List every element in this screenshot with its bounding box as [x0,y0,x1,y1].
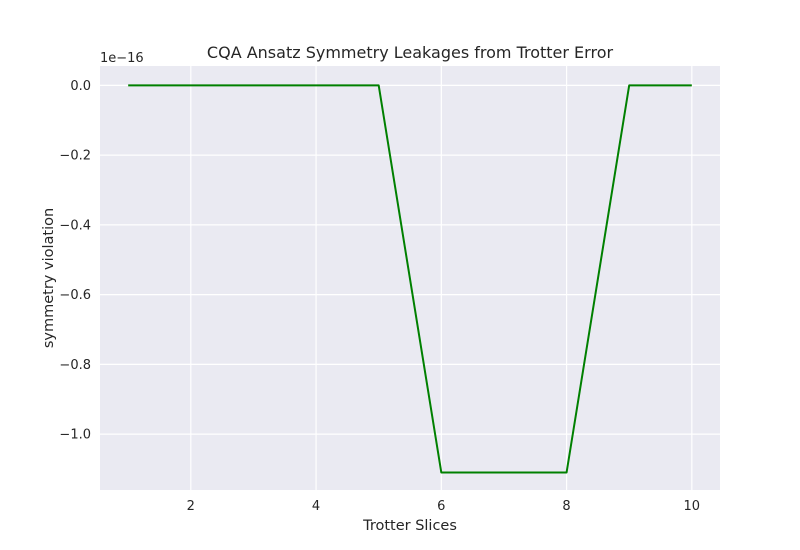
chart-title: CQA Ansatz Symmetry Leakages from Trotte… [207,43,614,62]
x-tick-label: 2 [187,499,195,514]
y-tick-label: −1.0 [59,428,91,443]
data-point [315,84,317,86]
x-tick-label: 4 [312,499,320,514]
data-point [628,84,630,86]
x-axis-label: Trotter Slices [362,518,457,534]
x-tick-label: 8 [562,499,570,514]
y-tick-label: −0.8 [59,358,91,373]
data-point [190,84,192,86]
y-tick-label: −0.4 [59,218,91,233]
grid-lines [100,66,720,490]
x-tick-label: 6 [437,499,445,514]
series-line [128,84,692,474]
data-point [691,84,693,86]
data-point [503,471,505,473]
y-tick-label: −0.2 [59,149,91,164]
data-point [566,471,568,473]
data-point [440,471,442,473]
x-tick-label: 10 [684,499,701,514]
series-layer [127,84,693,474]
data-point [127,84,129,86]
tick-labels: 2 4 6 8 10 0.0 −0.2 −0.4 −0.6 −0.8 −1.0 [59,79,700,514]
y-offset-label: 1e−16 [100,51,144,66]
y-tick-label: 0.0 [70,79,91,94]
y-axis-label: symmetry violation [41,208,57,348]
data-point [252,84,254,86]
y-tick-label: −0.6 [59,288,91,303]
data-point [378,84,380,86]
